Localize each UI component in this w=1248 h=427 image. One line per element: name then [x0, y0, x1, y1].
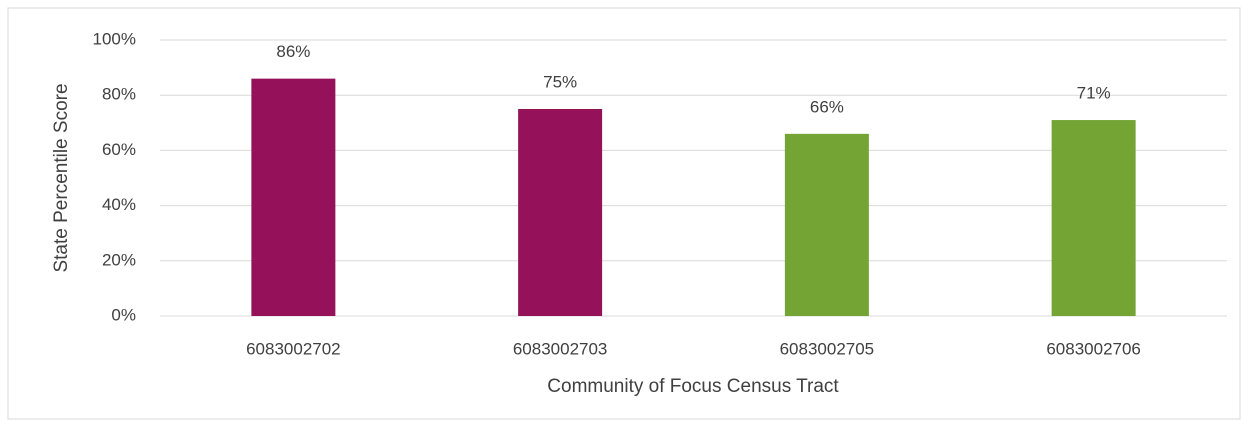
- y-tick-label: 20%: [102, 250, 136, 269]
- y-tick-label: 80%: [102, 85, 136, 104]
- data-label: 71%: [1077, 84, 1111, 103]
- bar: [784, 133, 869, 316]
- y-tick-label: 40%: [102, 195, 136, 214]
- bar: [518, 109, 603, 316]
- y-tick-label: 60%: [102, 140, 136, 159]
- y-tick-label: 100%: [93, 29, 136, 48]
- bar: [251, 78, 336, 316]
- bar: [1051, 120, 1136, 316]
- x-tick-label: 6083002706: [1046, 339, 1141, 358]
- x-tick-label: 6083002703: [513, 339, 608, 358]
- x-tick-label: 6083002705: [780, 339, 875, 358]
- data-label: 86%: [276, 42, 310, 61]
- y-axis-title: State Percentile Score: [51, 83, 72, 272]
- data-label: 66%: [810, 97, 844, 116]
- x-axis-title: Community of Focus Census Tract: [547, 376, 839, 397]
- x-tick-label: 6083002702: [246, 339, 341, 358]
- data-label: 75%: [543, 72, 577, 91]
- chart-border: [7, 7, 1241, 420]
- y-tick-label: 0%: [111, 305, 136, 324]
